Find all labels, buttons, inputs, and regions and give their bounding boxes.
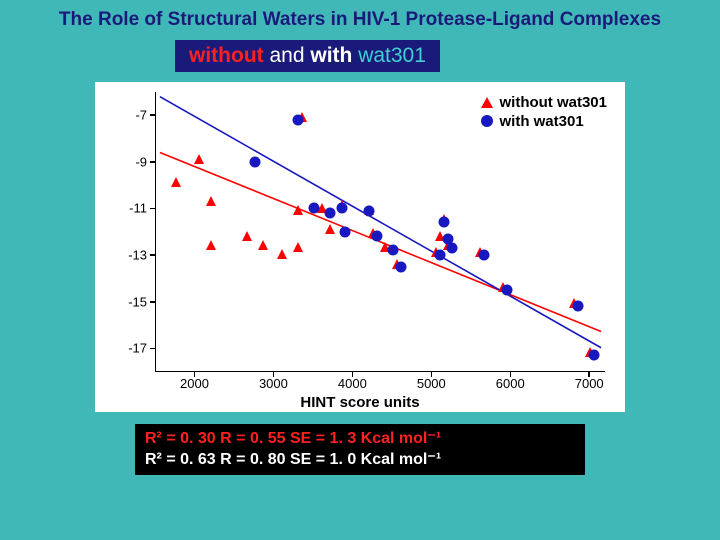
x-tick-mark [431,372,433,377]
triangle-marker [293,205,303,215]
triangle-marker [206,196,216,206]
circle-marker [447,243,458,254]
triangle-icon [481,97,493,108]
circle-marker [589,350,600,361]
y-tick-mark [150,254,155,256]
circle-marker [478,250,489,261]
y-tick-label: -11 [95,201,147,216]
x-tick-label: 6000 [496,376,525,391]
plot-area [155,92,605,372]
y-tick-label: -9 [95,154,147,169]
triangle-marker [277,249,287,259]
circle-icon [481,115,493,127]
triangle-marker [171,177,181,187]
circle-marker [336,203,347,214]
circle-marker [395,261,406,272]
triangle-marker [258,240,268,250]
stats-bar: R² = 0. 30 R = 0. 55 SE = 1. 3 Kcal mol⁻… [135,424,585,475]
triangle-marker [242,231,252,241]
y-tick-label: -17 [95,341,147,356]
circle-marker [324,208,335,219]
x-axis-label: HINT score units [95,394,625,411]
y-tick-mark [150,348,155,350]
y-tick-label: -13 [95,248,147,263]
triangle-marker [206,240,216,250]
y-tick-mark [150,161,155,163]
x-tick-mark [510,372,512,377]
circle-marker [573,301,584,312]
stats-row-without: R² = 0. 30 R = 0. 55 SE = 1. 3 Kcal mol⁻… [145,428,575,450]
subtitle-with: with [310,44,352,67]
y-tick-mark [150,301,155,303]
x-tick-label: 3000 [259,376,288,391]
subtitle-wat: wat301 [352,44,426,67]
circle-marker [340,226,351,237]
triangle-marker [293,242,303,252]
circle-marker [435,250,446,261]
triangle-marker [325,224,335,234]
page-title: The Role of Structural Waters in HIV-1 P… [0,0,720,34]
circle-marker [308,203,319,214]
circle-marker [439,217,450,228]
legend-label: without wat301 [499,94,607,111]
y-tick-mark [150,208,155,210]
chart-legend: without wat301 with wat301 [481,94,607,132]
y-tick-label: -15 [95,294,147,309]
circle-marker [387,245,398,256]
subtitle-bar: without and with wat301 [175,40,440,72]
y-tick-mark [150,114,155,116]
fit-line [160,96,601,347]
x-tick-label: 2000 [180,376,209,391]
circle-marker [249,156,260,167]
triangle-marker [194,154,204,164]
circle-marker [293,114,304,125]
subtitle-without: without [189,44,264,67]
x-tick-mark [588,372,590,377]
x-tick-mark [273,372,275,377]
x-tick-mark [194,372,196,377]
circle-marker [372,231,383,242]
legend-row-with: with wat301 [481,113,607,130]
circle-marker [364,205,375,216]
subtitle-and: and [264,44,311,67]
x-tick-label: 7000 [575,376,604,391]
legend-label: with wat301 [499,113,583,130]
y-tick-label: -7 [95,108,147,123]
x-tick-label: 5000 [417,376,446,391]
legend-row-without: without wat301 [481,94,607,111]
x-tick-mark [352,372,354,377]
circle-marker [502,285,513,296]
chart-container: without wat301 with wat301 HINT score un… [95,82,625,412]
x-tick-label: 4000 [338,376,367,391]
stats-row-with: R² = 0. 63 R = 0. 80 SE = 1. 0 Kcal mol⁻… [145,449,575,471]
